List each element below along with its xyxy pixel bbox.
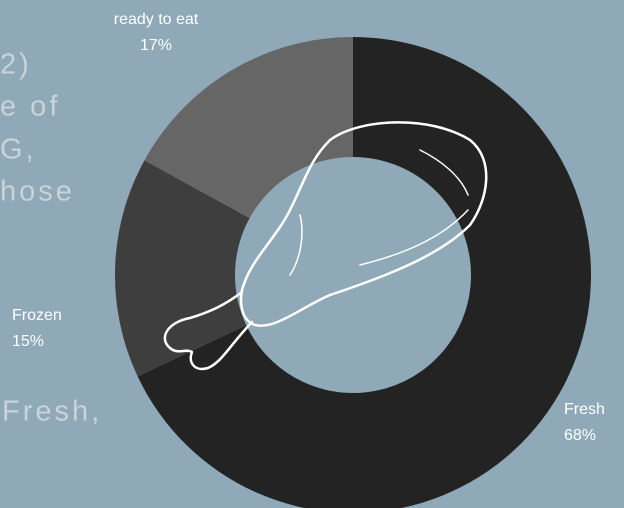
background-text: hose [0, 176, 75, 208]
background-text: Fresh, [2, 396, 102, 428]
drumstick-illustration [163, 121, 488, 371]
donut-slice [115, 160, 250, 377]
value-label: 17% [140, 37, 172, 54]
drumstick-meat [239, 121, 488, 327]
drumstick-detail [289, 149, 469, 276]
background-text-group: 2) e of G, hose Fresh, [0, 49, 102, 428]
background-text: 2) [0, 49, 32, 81]
value-label: 68% [564, 427, 596, 444]
drumstick-bone [163, 290, 254, 371]
category-label: ready to eat [114, 11, 199, 28]
donut-slice [144, 37, 353, 219]
category-label: Fresh [564, 401, 605, 418]
value-label: 15% [12, 333, 44, 350]
background-text: G, [0, 134, 37, 166]
donut-slice [137, 37, 591, 508]
labels: Fresh 68% Frozen 15% ready to eat 17% [12, 11, 605, 444]
slices [115, 37, 591, 508]
category-label: Frozen [12, 307, 62, 324]
background-text: e of [0, 91, 60, 123]
